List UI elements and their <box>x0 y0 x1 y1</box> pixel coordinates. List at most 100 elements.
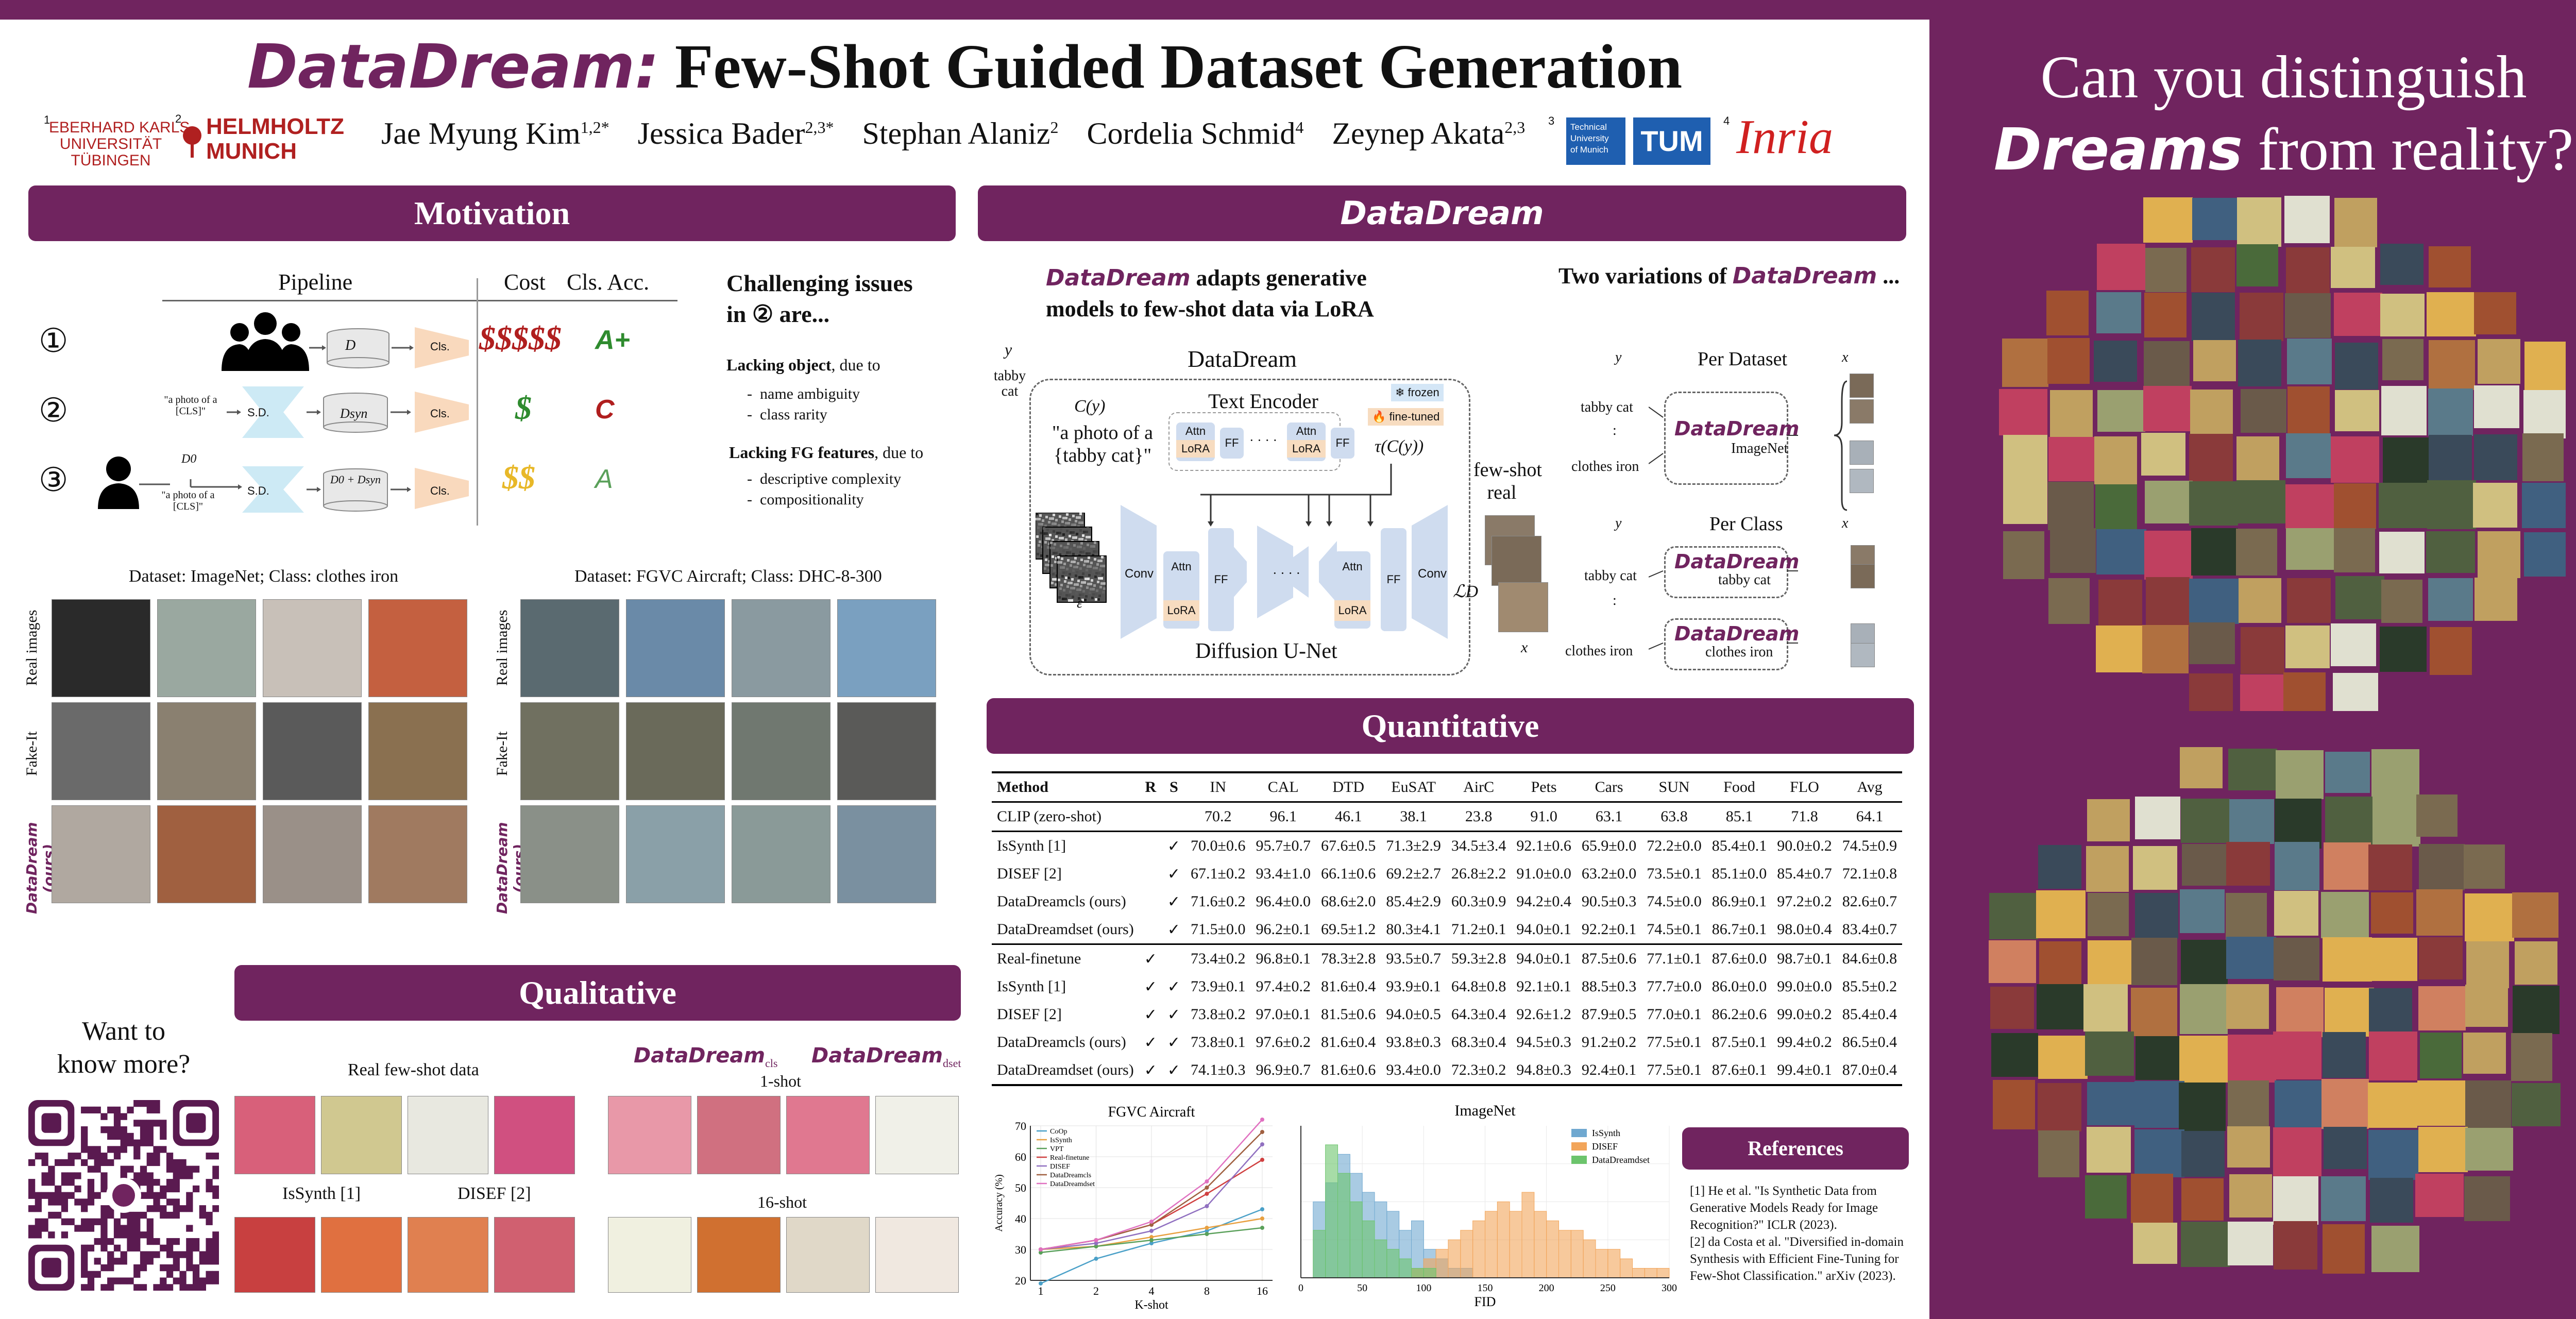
author-name: Cordelia Schmid <box>1087 116 1296 150</box>
baseline-flower-image <box>234 1217 315 1293</box>
mosaic-image <box>2382 339 2424 380</box>
data-point <box>1205 1204 1209 1208</box>
mosaic-image <box>2325 752 2370 793</box>
data-point <box>1149 1241 1154 1245</box>
diagram-tabby-cat: tabby cat <box>993 368 1026 399</box>
table-cell: 93.8±0.3 <box>1386 1034 1441 1051</box>
mosaic-image <box>2465 1080 2511 1130</box>
mosaic-image <box>2335 576 2384 619</box>
qr-code-icon[interactable] <box>28 1100 219 1291</box>
mosaic-image <box>2428 578 2473 621</box>
dd-flower-16shot-image <box>608 1217 691 1293</box>
mosaic-image <box>2131 988 2177 1036</box>
table-col-header: SUN <box>1641 771 1707 803</box>
aircraft-image <box>520 805 619 903</box>
table-cell <box>1139 916 1162 944</box>
mosaic-image <box>2237 197 2281 247</box>
table-cell: 83.4±0.7 <box>1842 921 1897 938</box>
mosaic-image <box>2287 578 2331 623</box>
affil-num-3: 3 <box>1548 114 1555 127</box>
author-list: Jae Myung Kim1,2* Jessica Bader2,3* Stepha… <box>381 116 1553 151</box>
results-table-wrap: Method R S IN CAL DTD EuSAT AirC Pets Cars SUN Food… <box>992 771 1903 1086</box>
x-tick-label: 50 <box>1357 1282 1367 1294</box>
table-cell: ✓ <box>1167 1006 1181 1023</box>
lacking-fg-item: - compositionality <box>747 491 864 508</box>
aircraft-image <box>837 702 936 800</box>
author: Jae Myung Kim1,2* <box>381 116 609 150</box>
table-cell: 87.6±0.1 <box>1706 1056 1772 1086</box>
mosaic-image <box>2335 390 2379 431</box>
table-cell: 94.2±0.4 <box>1516 893 1571 910</box>
mosaic-image <box>2275 842 2319 890</box>
iron-image <box>368 599 467 697</box>
table-cell: 92.1±0.1 <box>1516 978 1571 995</box>
row-label-real-2: Real images <box>494 610 511 686</box>
table-col-header: AirC <box>1446 771 1512 803</box>
te-attn-lora-2: Attn LoRA <box>1287 422 1326 461</box>
mosaic-image <box>2145 481 2193 523</box>
mosaic-image <box>2334 293 2382 336</box>
mosaic-image <box>2086 846 2129 892</box>
data-point <box>1260 1207 1264 1211</box>
mosaic-image <box>2428 388 2473 436</box>
mosaic-image <box>2285 625 2330 668</box>
baseline-flower-image <box>408 1217 488 1293</box>
table-cell: 87.0±0.4 <box>1837 1056 1903 1086</box>
unet-ff-2: FF <box>1381 528 1406 631</box>
mosaic-image <box>2002 339 2048 387</box>
mosaic-image <box>2141 433 2185 476</box>
iron-image <box>157 599 256 697</box>
iron-image <box>52 599 150 697</box>
mosaic-image <box>2478 531 2520 578</box>
cls-label-1: Cls. <box>430 340 450 353</box>
dd-cls-label: DataDreamcls <box>634 1044 778 1070</box>
table-cell: 77.1±0.1 <box>1641 943 1707 973</box>
data-point <box>1149 1220 1154 1224</box>
data-point <box>1149 1229 1154 1233</box>
histogram-bar <box>1325 1144 1338 1278</box>
author: Stephan Alaniz2 <box>862 116 1059 150</box>
te-dots: · · · · <box>1249 433 1278 448</box>
aircraft-image <box>732 599 831 697</box>
x-tick-label: 250 <box>1600 1282 1616 1294</box>
mosaic-image <box>2192 198 2242 240</box>
x-tick-label: 300 <box>1662 1282 1677 1294</box>
data-point <box>1205 1186 1209 1190</box>
cls-label-3: Cls. <box>430 484 450 497</box>
mosaic-image <box>2274 891 2318 936</box>
affil-num-4: 4 <box>1723 114 1730 127</box>
mosaic-image <box>2285 293 2331 338</box>
mosaic-image <box>2334 198 2377 247</box>
table-cell: 68.6±2.0 <box>1320 893 1376 910</box>
mosaic-image <box>2368 1130 2418 1180</box>
table-cell: 78.3±2.8 <box>1315 943 1381 973</box>
fewshot-cat-image <box>1492 536 1541 586</box>
table-cell: 99.0±0.0 <box>1777 978 1832 995</box>
fewshot-real-label: few-shot real <box>1473 459 1542 503</box>
mosaic-image <box>1991 1033 2038 1077</box>
mosaic-image <box>2038 1083 2081 1131</box>
table-cell: 81.6±0.6 <box>1315 1056 1381 1086</box>
two-variations-title: Two variations of DataDream ... <box>1558 263 1900 289</box>
diagram-y: y <box>1005 340 1012 359</box>
mosaic-image <box>2142 625 2189 673</box>
histogram-bar <box>1632 1268 1645 1278</box>
lacking-object-item: - name ambiguity <box>747 385 860 402</box>
mosaic-image <box>2429 246 2471 288</box>
variation-image <box>1851 564 1875 588</box>
table-cell <box>1162 802 1185 832</box>
variation-image <box>1850 399 1874 424</box>
legend-swatch <box>1571 1156 1587 1164</box>
row-label-dd-1: DataDream (ours) <box>23 822 57 915</box>
aircraft-image <box>732 805 831 903</box>
table-cell: 86.5±0.4 <box>1842 1034 1897 1051</box>
mosaic-image <box>2415 1174 2464 1217</box>
per-class-y: y <box>1615 515 1622 531</box>
x-tick-label: 2 <box>1093 1284 1099 1297</box>
histogram-bar <box>1399 1258 1412 1278</box>
y-tick-label: 50 <box>1015 1181 1026 1194</box>
mosaic-image <box>2134 1129 2184 1177</box>
mosaic-image <box>2524 532 2566 577</box>
table-cell: 92.4±0.1 <box>1576 1056 1642 1086</box>
mosaic-image <box>2465 985 2508 1027</box>
